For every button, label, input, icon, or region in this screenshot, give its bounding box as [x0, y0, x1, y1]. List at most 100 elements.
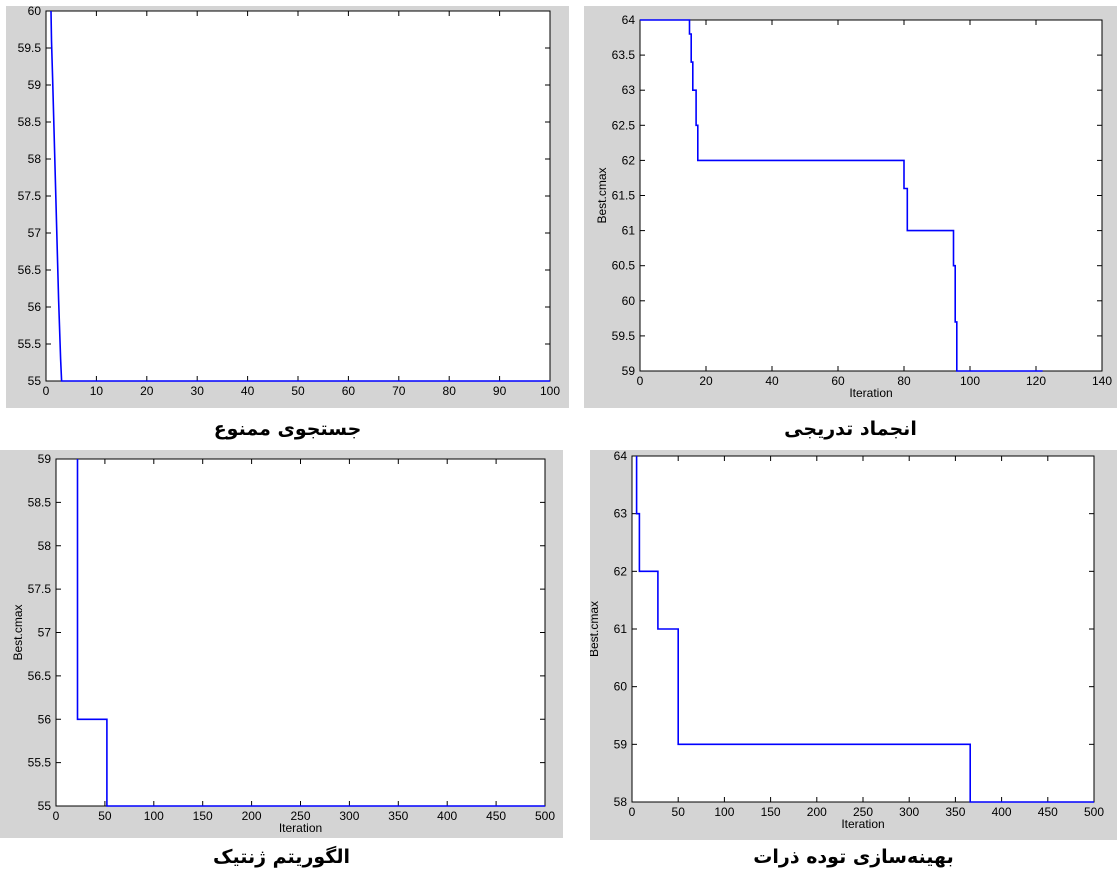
chart-genetic-algorithm: 0 50 100 150 200 250 300 350 400 450 500 55 55.5 56 56… — [11, 452, 555, 835]
x-tick-label: 0 — [629, 805, 636, 819]
x-tick-label: 0 — [637, 374, 644, 388]
x-tick-label: 200 — [242, 809, 262, 823]
y-tick-label: 55.5 — [18, 337, 42, 351]
x-tick-label: 350 — [388, 809, 408, 823]
x-tick-label: 150 — [193, 809, 213, 823]
y-tick-label: 59 — [622, 364, 636, 378]
x-tick-label: 100 — [144, 809, 164, 823]
x-tick-label: 10 — [90, 384, 104, 398]
x-tick-label: 30 — [191, 384, 205, 398]
y-tick-label: 59.5 — [18, 41, 42, 55]
y-tick-label: 58.5 — [28, 495, 52, 509]
x-tick-label: 400 — [437, 809, 457, 823]
chart-panel-simulated-annealing: 0 20 40 60 80 100 120 140 59 59.5 60 60.5 61 61.5 62 62… — [584, 6, 1117, 408]
x-tick-label: 450 — [1038, 805, 1058, 819]
x-tick-label: 100 — [960, 374, 980, 388]
y-tick-label: 61 — [614, 622, 628, 636]
x-tick-label: 70 — [392, 384, 406, 398]
y-tick-label: 62 — [614, 564, 628, 578]
y-axis-label: Best.cmax — [595, 167, 609, 223]
y-tick-label: 62 — [622, 153, 636, 167]
plot-area — [45, 10, 551, 382]
y-tick-label: 59 — [38, 452, 52, 466]
plot-area — [639, 19, 1103, 372]
chart-simulated-annealing: 0 20 40 60 80 100 120 140 59 59.5 60 60.5 61 61.5 62 62… — [595, 13, 1112, 400]
y-tick-label: 55.5 — [28, 756, 52, 770]
x-tick-label: 120 — [1026, 374, 1046, 388]
y-tick-label: 57.5 — [18, 189, 42, 203]
chart-panel-tabu-search: 0 10 20 30 40 50 60 70 80 90 100 55 55.5 56 56.5 57 57.5… — [6, 6, 569, 408]
y-tick-label: 58 — [28, 152, 42, 166]
y-tick-label: 61 — [622, 224, 636, 238]
x-tick-label: 400 — [992, 805, 1012, 819]
x-tick-label: 20 — [140, 384, 154, 398]
y-tick-label: 59 — [28, 78, 42, 92]
x-tick-label: 140 — [1092, 374, 1112, 388]
y-tick-label: 57 — [38, 626, 52, 640]
caption-particle-swarm: بهینه‌سازی توده ذرات — [753, 846, 954, 868]
y-tick-label: 61.5 — [612, 189, 636, 203]
y-tick-label: 59 — [614, 737, 628, 751]
x-tick-label: 200 — [807, 805, 827, 819]
y-tick-label: 56 — [28, 300, 42, 314]
x-tick-label: 300 — [899, 805, 919, 819]
series-line — [635, 456, 1094, 803]
x-tick-label: 100 — [540, 384, 560, 398]
x-tick-label: 500 — [535, 809, 555, 823]
x-axis-label: Iteration — [279, 821, 322, 835]
y-tick-label: 55 — [28, 374, 42, 388]
y-tick-label: 64 — [622, 13, 636, 27]
x-tick-label: 80 — [443, 384, 457, 398]
x-tick-label: 80 — [897, 374, 911, 388]
y-tick-label: 56.5 — [28, 669, 52, 683]
x-tick-label: 250 — [853, 805, 873, 819]
x-tick-label: 450 — [486, 809, 506, 823]
y-tick-label: 63.5 — [612, 48, 636, 62]
plot-area — [55, 458, 546, 807]
y-tick-label: 62.5 — [612, 118, 636, 132]
series-line — [50, 10, 550, 382]
y-tick-label: 58 — [614, 795, 628, 809]
x-tick-label: 500 — [1084, 805, 1104, 819]
series-line — [76, 459, 545, 807]
x-tick-label: 90 — [493, 384, 507, 398]
y-tick-label: 63 — [614, 507, 628, 521]
y-tick-label: 57 — [28, 226, 42, 240]
x-tick-label: 250 — [290, 809, 310, 823]
y-axis-label: Best.cmax — [11, 604, 25, 660]
x-axis-label: Iteration — [849, 386, 892, 400]
y-axis-label: Best.cmax — [590, 601, 601, 657]
x-tick-label: 100 — [714, 805, 734, 819]
y-tick-label: 60.5 — [612, 259, 636, 273]
plot-area — [631, 455, 1095, 803]
caption-tabu-search: جستجوی ممنوع — [213, 418, 362, 440]
x-tick-label: 300 — [339, 809, 359, 823]
chart-tabu-search: 0 10 20 30 40 50 60 70 80 90 100 55 55.5 56 56.5 57 57.5… — [18, 6, 561, 398]
x-tick-label: 50 — [672, 805, 686, 819]
series-line — [640, 19, 1043, 372]
y-tick-label: 59.5 — [612, 329, 636, 343]
x-tick-label: 350 — [945, 805, 965, 819]
y-tick-label: 57.5 — [28, 582, 52, 596]
chart-panel-particle-swarm: 0 50 100 150 200 250 300 350 400 450 500 58 59 60 61 62… — [590, 450, 1117, 840]
x-axis-label: Iteration — [841, 817, 884, 831]
y-tick-label: 64 — [614, 450, 628, 463]
x-tick-label: 50 — [98, 809, 112, 823]
y-tick-label: 58 — [38, 539, 52, 553]
x-tick-label: 20 — [699, 374, 713, 388]
y-tick-label: 56 — [38, 712, 52, 726]
caption-simulated-annealing: انجماد تدریجی — [784, 418, 917, 440]
x-tick-label: 40 — [241, 384, 255, 398]
y-tick-label: 63 — [622, 83, 636, 97]
y-tick-label: 56.5 — [18, 263, 42, 277]
x-tick-label: 150 — [761, 805, 781, 819]
x-tick-label: 50 — [291, 384, 305, 398]
x-tick-label: 40 — [765, 374, 779, 388]
caption-genetic-algorithm: الگوریتم ژنتیک — [213, 846, 350, 868]
x-tick-label: 0 — [53, 809, 60, 823]
x-tick-label: 0 — [43, 384, 50, 398]
y-tick-label: 58.5 — [18, 115, 42, 129]
chart-particle-swarm: 0 50 100 150 200 250 300 350 400 450 500 58 59 60 61 62… — [590, 450, 1104, 831]
y-tick-label: 55 — [38, 799, 52, 813]
y-tick-label: 60 — [622, 294, 636, 308]
